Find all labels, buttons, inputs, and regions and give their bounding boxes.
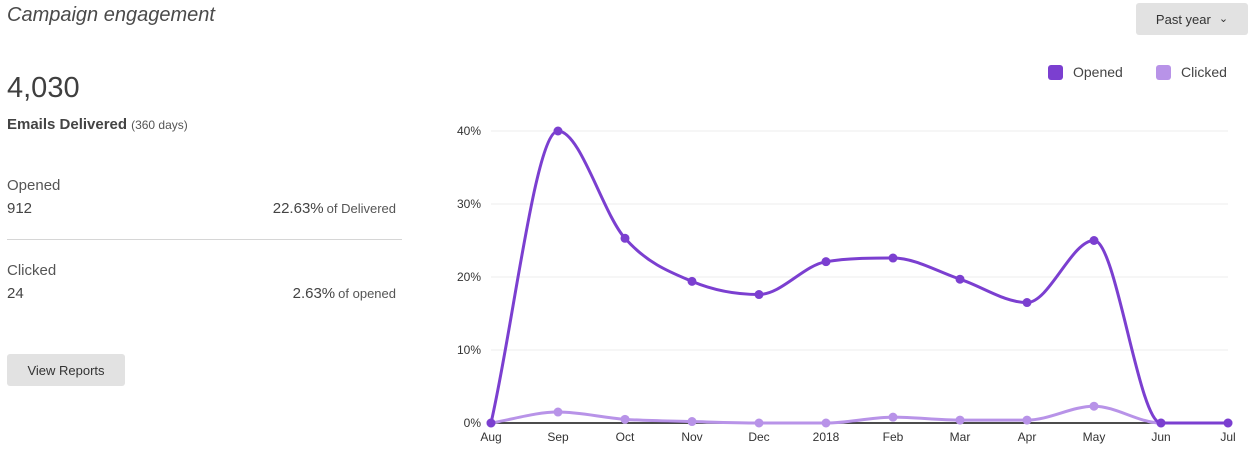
data-point-clicked — [687, 417, 697, 427]
x-tick-label: Oct — [616, 430, 635, 444]
data-point-opened — [553, 126, 563, 136]
data-point-clicked — [754, 418, 764, 428]
clicked-count: 24 — [7, 285, 24, 302]
data-point-opened — [687, 276, 697, 286]
clicked-percent: 2.63% of opened — [292, 285, 396, 302]
x-tick-label: Nov — [681, 430, 702, 444]
opened-percent: 22.63% of Delivered — [272, 200, 396, 217]
data-point-clicked — [1022, 415, 1032, 425]
series-line-opened — [489, 129, 1228, 425]
data-point-opened — [1156, 418, 1166, 428]
data-point-opened — [620, 233, 630, 243]
data-point-opened — [821, 257, 831, 267]
x-tick-label: Jul — [1220, 430, 1235, 444]
data-point-opened — [1223, 418, 1233, 428]
legend-item-clicked[interactable]: Clicked — [1156, 64, 1227, 80]
data-point-opened — [1089, 236, 1099, 245]
emails-delivered-label: Emails Delivered (360 days) — [7, 116, 188, 133]
data-point-clicked — [955, 415, 965, 425]
data-point-clicked — [620, 414, 630, 424]
clicked-label: Clicked — [7, 262, 57, 279]
period-days: (360 days) — [131, 118, 188, 132]
x-tick-label: Mar — [950, 430, 971, 444]
legend-label-clicked: Clicked — [1181, 64, 1227, 80]
page-title: Campaign engagement — [7, 4, 215, 26]
y-tick-label: 20% — [457, 270, 481, 284]
emails-delivered-count: 4,030 — [7, 72, 80, 104]
x-tick-label: 2018 — [813, 430, 840, 444]
data-point-opened — [486, 418, 496, 428]
legend-label-opened: Opened — [1073, 64, 1123, 80]
x-tick-label: Feb — [883, 430, 904, 444]
data-point-opened — [888, 253, 898, 263]
stats-divider — [7, 239, 402, 240]
y-tick-label: 40% — [457, 124, 481, 138]
y-tick-label: 0% — [464, 416, 482, 430]
view-reports-button[interactable]: View Reports — [7, 354, 125, 386]
opened-label: Opened — [7, 177, 61, 194]
data-point-clicked — [821, 418, 831, 428]
y-tick-label: 10% — [457, 343, 481, 357]
legend-swatch-clicked — [1156, 64, 1171, 80]
data-point-clicked — [1089, 401, 1099, 411]
data-point-opened — [754, 290, 764, 300]
x-tick-label: Aug — [480, 430, 501, 444]
x-tick-label: Sep — [547, 430, 569, 444]
legend-swatch-opened — [1048, 64, 1063, 80]
legend-item-opened[interactable]: Opened — [1048, 64, 1123, 80]
data-point-clicked — [888, 412, 898, 422]
data-point-clicked — [553, 407, 563, 417]
x-tick-label: Apr — [1018, 430, 1037, 444]
chevron-down-icon: ⌄ — [1218, 12, 1229, 25]
series-line-clicked — [490, 404, 1228, 425]
x-tick-label: Dec — [748, 430, 769, 444]
x-tick-label: May — [1083, 430, 1106, 444]
data-point-opened — [1022, 298, 1032, 308]
period-dropdown[interactable]: Past year ⌄ — [1136, 3, 1248, 35]
period-label: Past year — [1155, 11, 1211, 27]
data-point-opened — [955, 274, 965, 284]
x-tick-label: Jun — [1151, 430, 1170, 444]
opened-count: 912 — [7, 200, 33, 217]
y-tick-label: 30% — [457, 197, 481, 211]
